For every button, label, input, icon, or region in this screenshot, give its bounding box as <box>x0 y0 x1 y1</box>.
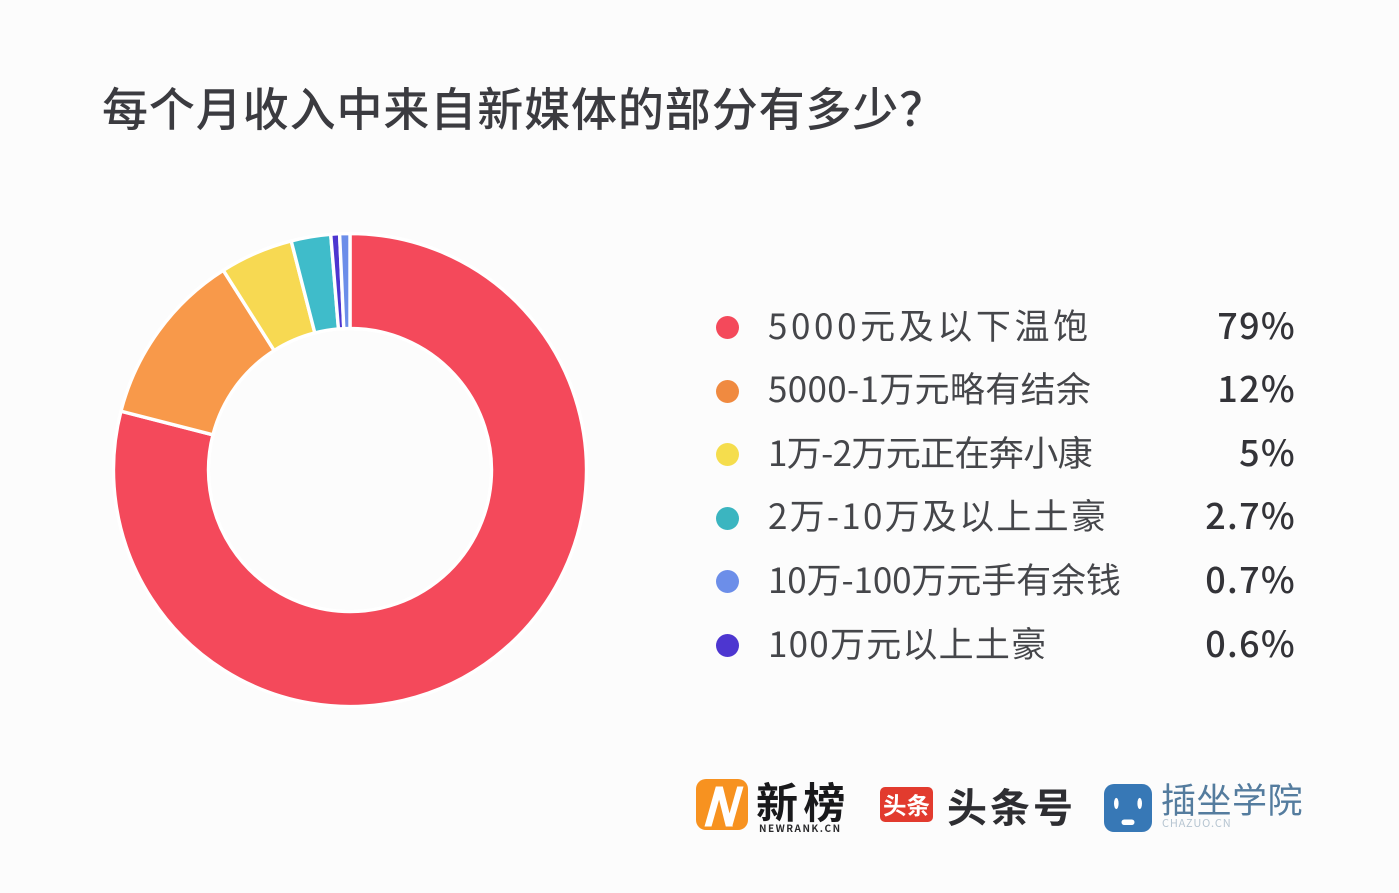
svg-text:头条: 头条 <box>883 787 930 821</box>
